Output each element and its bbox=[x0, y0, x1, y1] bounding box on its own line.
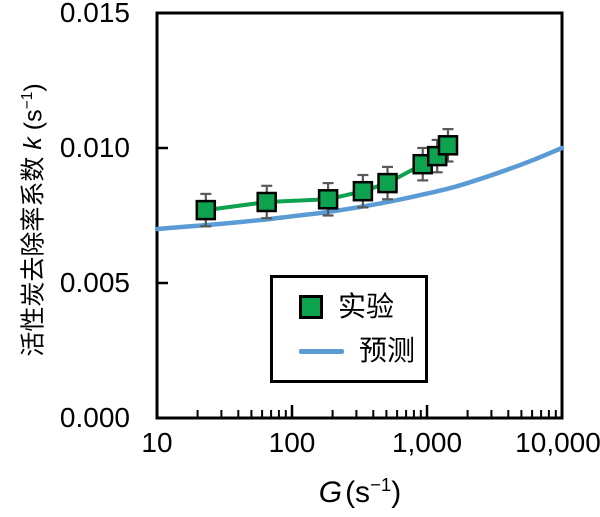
experiment-marker bbox=[437, 135, 459, 156]
x-axis-title: G (s−1) bbox=[318, 474, 402, 509]
experiment-marker bbox=[377, 172, 398, 194]
legend-item-prediction: 预测 bbox=[299, 336, 425, 366]
x-tick-label: 100 bbox=[268, 427, 316, 458]
legend-label-experiment: 实验 bbox=[338, 291, 395, 322]
experiment-marker bbox=[195, 199, 217, 221]
y-ticks bbox=[157, 11, 168, 420]
axis-frame bbox=[155, 11, 564, 420]
legend-label-prediction: 预测 bbox=[359, 335, 416, 366]
legend-box: 实验 预测 bbox=[270, 275, 428, 383]
prediction-line-swatch bbox=[299, 348, 344, 354]
y-axis-variable: k bbox=[19, 137, 48, 150]
experiment-marker bbox=[352, 180, 374, 202]
y-axis-title: 活性炭去除率系数k (s−1) bbox=[19, 83, 48, 357]
y-tick-label: 0.000 bbox=[59, 402, 130, 433]
y-tick-label: 0.005 bbox=[59, 267, 130, 298]
experiment-marker bbox=[256, 191, 277, 213]
y-tick-label: 0.015 bbox=[59, 0, 130, 28]
experiment-marker-swatch bbox=[299, 295, 323, 319]
x-major-ticks bbox=[155, 405, 564, 418]
x-tick-label: 10 bbox=[141, 427, 173, 458]
x-tick-label: 1,000 bbox=[391, 427, 463, 458]
x-axis-variable: G bbox=[318, 476, 343, 509]
experiment-markers bbox=[195, 135, 459, 221]
y-tick-label: 0.010 bbox=[59, 132, 130, 163]
legend-item-experiment: 实验 bbox=[299, 292, 425, 322]
x-tick-label: 10,000 bbox=[515, 427, 600, 458]
experiment-marker bbox=[317, 189, 339, 210]
